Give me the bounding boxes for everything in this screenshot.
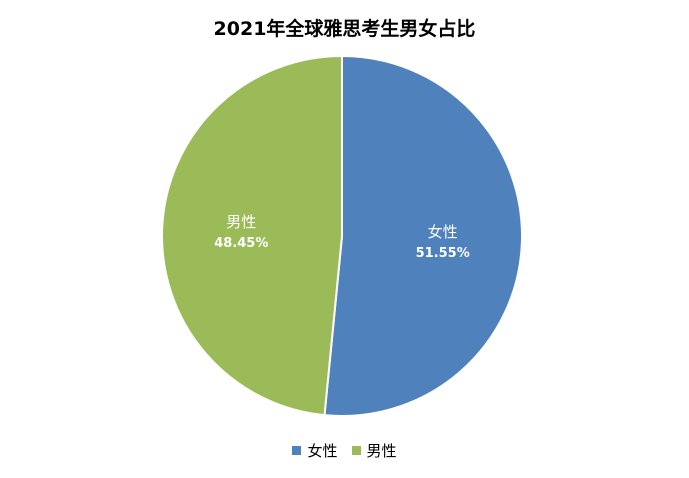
slice-label-female: 女性 bbox=[428, 223, 458, 241]
slice-value-male: 48.45% bbox=[214, 236, 268, 251]
slice-label-male: 男性 bbox=[226, 213, 256, 231]
legend-label-male: 男性 bbox=[366, 442, 397, 460]
slice-value-female: 51.55% bbox=[416, 246, 470, 261]
legend-swatch-female bbox=[292, 446, 302, 455]
pie-slice-male bbox=[161, 54, 343, 417]
legend: 女性 男性 bbox=[0, 440, 689, 461]
legend-item-female: 女性 bbox=[292, 440, 338, 461]
pie-slice-female bbox=[323, 54, 523, 417]
legend-swatch-male bbox=[351, 446, 361, 455]
legend-label-female: 女性 bbox=[307, 442, 338, 460]
chart-title: 2021年全球雅思考生男女占比 bbox=[213, 18, 476, 40]
legend-item-male: 男性 bbox=[351, 440, 397, 461]
